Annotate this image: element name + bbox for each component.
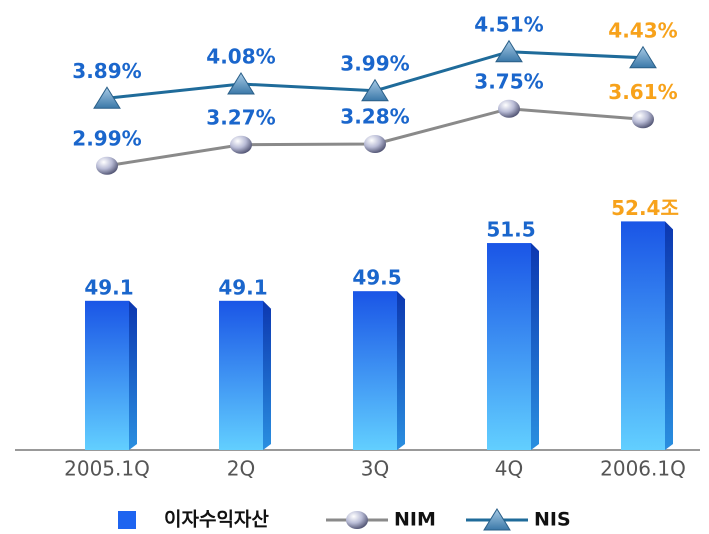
bar-side [397,291,405,450]
nis-marker [227,72,255,95]
nis-marker [93,86,121,109]
bar-value-label: 49.1 [84,275,133,299]
nim-marker [498,99,520,118]
bar-value-label: 51.5 [486,218,535,242]
legend-swatch [118,511,136,529]
line-value-label: 2.99% [72,126,141,150]
nis-marker [629,45,657,69]
bar [487,243,531,450]
legend-label: 이자수익자산 [164,509,269,531]
legend-marker [483,508,511,531]
bar [353,291,397,450]
x-tick-label: 4Q [495,457,523,481]
nis-marker [495,39,523,63]
legend-label: NIS [534,509,571,531]
legend-label: NIM [394,509,436,531]
bar-side [263,300,271,450]
bar-side [129,300,137,450]
bar-side [531,243,539,450]
nim-marker [632,110,654,129]
line-value-label: 4.43% [608,18,677,42]
bar [621,221,665,450]
bar-value-label: 49.1 [218,275,267,299]
x-tick-label: 2005.1Q [64,457,150,481]
nim-marker [364,135,386,153]
bar [85,300,129,450]
x-tick-label: 2Q [227,457,255,481]
bar-value-label: 49.5 [352,266,401,290]
line-value-label: 3.61% [608,80,677,104]
bar-value-label: 52.4조 [611,196,679,220]
legend-marker [346,511,368,529]
nis-marker [361,78,389,102]
nim-marker [96,156,118,175]
nim-marker [230,135,252,154]
line-value-label: 3.28% [340,105,409,129]
line-value-label: 3.75% [474,69,543,93]
bar [219,300,263,450]
bar-side [665,221,673,450]
line-value-label: 4.08% [206,45,275,69]
x-tick-label: 3Q [361,457,389,481]
line-value-label: 3.99% [340,51,409,75]
x-tick-label: 2006.1Q [600,457,686,481]
line-value-label: 3.89% [72,59,141,83]
line-value-label: 4.51% [474,12,543,36]
line-value-label: 3.27% [206,105,275,129]
